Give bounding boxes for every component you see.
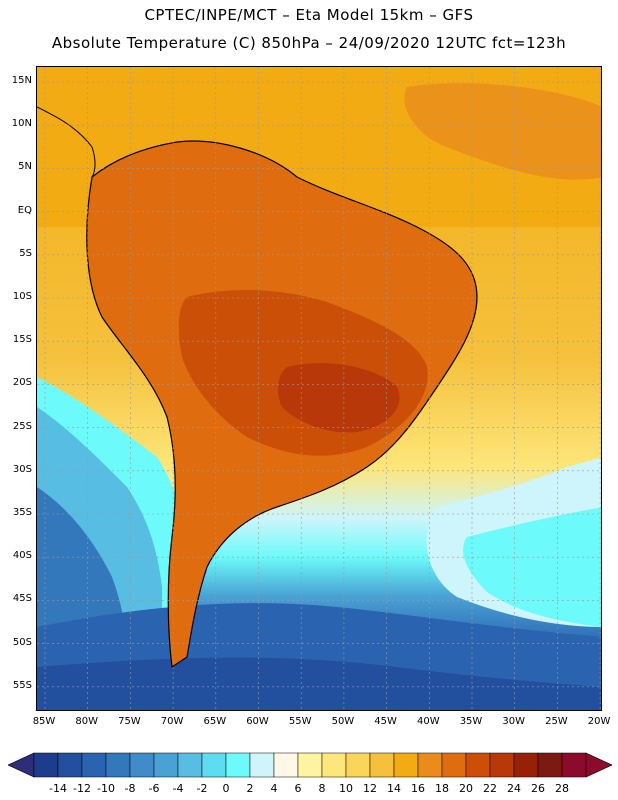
continent-coastline — [86, 140, 478, 669]
lat-label: 45S — [12, 593, 32, 605]
colorbar-cell — [297, 752, 323, 778]
colorbar-tick-label: 10 — [339, 782, 353, 795]
lon-label: 55W — [288, 716, 312, 727]
lat-lon-grid — [37, 67, 601, 710]
atlantic-cooler-intrusion — [463, 507, 601, 627]
lat-label: 10N — [11, 118, 32, 130]
colorbar-tick-label: 26 — [531, 782, 545, 795]
lon-label: 80W — [75, 716, 98, 727]
colorbar-tick-label: 12 — [363, 782, 377, 795]
lat-label: 30S — [12, 463, 32, 475]
colorbar-tick-label: 0 — [222, 782, 230, 795]
colorbar-cell — [321, 752, 347, 778]
colorbar-cell — [57, 752, 83, 778]
colorbar-tick-label: 2 — [246, 782, 254, 795]
colorbar-cell — [129, 752, 155, 778]
lat-label: 40S — [12, 550, 32, 562]
colorbar-tick-label: 4 — [270, 782, 278, 795]
colorbar-tick-label: 20 — [459, 782, 473, 795]
lon-label: 75W — [118, 716, 141, 727]
lon-label: 85W — [32, 716, 56, 727]
lat-label: EQ — [17, 204, 32, 216]
colorbar-cell — [225, 752, 251, 778]
colorbar-cell — [561, 752, 587, 778]
lon-label: 50W — [331, 716, 355, 727]
colorbar-cell — [177, 752, 203, 778]
colorbar-cells — [33, 752, 587, 778]
lat-label: 5N — [18, 161, 32, 173]
colorbar-tick-label: -2 — [196, 782, 208, 795]
colorbar-cell — [81, 752, 107, 778]
colorbar-cell — [513, 752, 539, 778]
colorbar-cell — [33, 752, 59, 778]
colorbar-tick-label: -14 — [49, 782, 67, 795]
colorbar-over-arrow — [585, 752, 612, 778]
lon-label: 45W — [374, 716, 397, 727]
colorbar-tick-label: -12 — [73, 782, 91, 795]
colorbar-tick-label: 16 — [411, 782, 425, 795]
lon-label: 40W — [416, 716, 440, 727]
colorbar-cell — [153, 752, 179, 778]
colorbar-tick-label: 24 — [507, 782, 521, 795]
lat-label: 10S — [12, 291, 32, 302]
colorbar-cell — [369, 752, 395, 778]
colorbar-tick-label: 8 — [318, 782, 326, 795]
tropical-warm-patch — [404, 83, 601, 180]
colorbar-cell — [417, 752, 443, 778]
colorbar-tick-label: 14 — [387, 782, 401, 795]
lon-label: 35W — [459, 716, 483, 727]
colorbar-cell — [273, 752, 299, 778]
colorbar-cell — [465, 752, 491, 778]
lat-label: 15S — [12, 334, 32, 346]
lon-label: 65W — [203, 716, 227, 727]
lon-label: 60W — [246, 716, 269, 727]
lat-label: 35S — [12, 507, 32, 518]
colorbar-cell — [441, 752, 467, 778]
lon-label: 70W — [160, 716, 184, 727]
colorbar-under-arrow — [8, 752, 35, 778]
colorbar-tick-label: -10 — [97, 782, 115, 795]
colorbar-cell — [537, 752, 563, 778]
temperature-map — [36, 66, 602, 711]
colorbar-tick-label: -8 — [124, 782, 136, 795]
colorbar-cell — [393, 752, 419, 778]
colorbar-cell — [345, 752, 371, 778]
lat-label: 55S — [12, 679, 32, 691]
lat-label: 20S — [12, 377, 32, 389]
colorbar-tick-label: -4 — [172, 782, 184, 795]
lon-label: 20W — [587, 716, 611, 727]
lat-label: 5S — [19, 247, 32, 259]
temperature-field — [37, 67, 601, 710]
south-coldest-band — [37, 657, 601, 710]
colorbar-tick-label: 18 — [435, 782, 449, 795]
map-title-line-1: CPTEC/INPE/MCT – Eta Model 15km – GFS — [144, 6, 474, 24]
color-scale-bar — [8, 752, 612, 778]
colorbar-tick-label: 6 — [294, 782, 302, 795]
colorbar-cell — [201, 752, 227, 778]
lat-label: 25S — [12, 420, 32, 432]
colorbar-cell — [249, 752, 275, 778]
colorbar-cell — [105, 752, 131, 778]
central-america-coastline — [37, 106, 96, 178]
lat-label: 15N — [11, 75, 32, 86]
lon-label: 25W — [545, 716, 568, 727]
colorbar-tick-label: -6 — [148, 782, 160, 795]
lat-label: 50S — [12, 636, 32, 648]
lon-label: 30W — [502, 716, 525, 727]
colorbar-tick-label: 22 — [483, 782, 497, 795]
colorbar-tick-label: 28 — [555, 782, 569, 795]
colorbar-cell — [489, 752, 515, 778]
map-title-line-2: Absolute Temperature (C) 850hPa – 24/09/… — [51, 34, 567, 52]
continent-hottest-core — [277, 363, 400, 433]
